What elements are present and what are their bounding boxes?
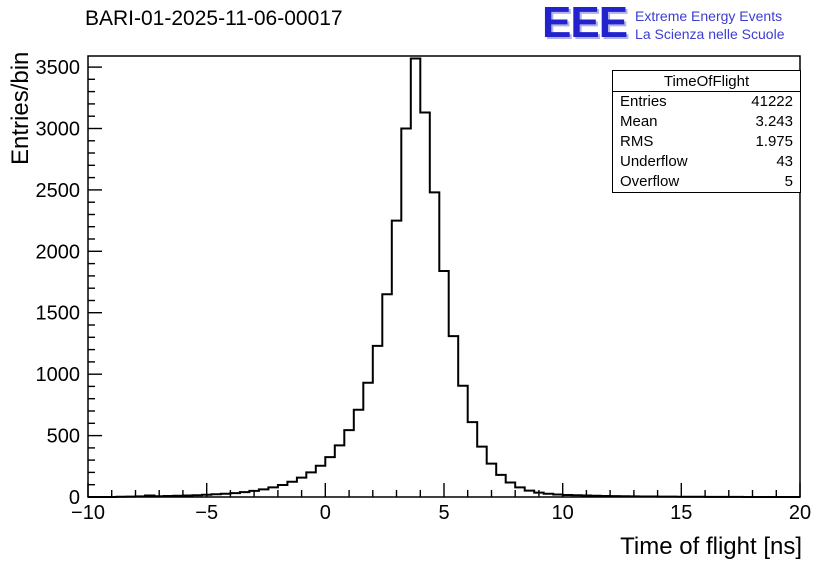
- stat-label: Mean: [620, 113, 658, 130]
- eee-logo-text: Extreme Energy Events La Scienza nelle S…: [635, 2, 784, 43]
- y-tick-label: 1500: [36, 303, 81, 325]
- plot-title: BARI-01-2025-11-06-00017: [85, 7, 343, 30]
- stat-label: Entries: [620, 93, 667, 110]
- x-tick-label: −5: [195, 502, 218, 524]
- stat-value: 43: [776, 153, 793, 170]
- stat-value: 3.243: [755, 113, 793, 130]
- eee-logo-acronym: EEE: [542, 0, 628, 47]
- y-tick-label: 3000: [36, 119, 81, 141]
- y-tick-label: 2000: [36, 241, 81, 263]
- stats-rows: Entries 41222 Mean 3.243 RMS 1.975 Underflow 43…: [613, 92, 800, 192]
- stats-box: TimeOfFlight Entries 41222 Mean 3.243 RMS 1.9…: [612, 70, 801, 193]
- x-tick-label: 10: [552, 502, 574, 524]
- stat-label: Overflow: [620, 173, 680, 190]
- y-tick-label: 0: [69, 487, 80, 509]
- stats-row: Mean 3.243: [613, 112, 800, 132]
- stats-title: TimeOfFlight: [613, 71, 800, 92]
- stat-label: Underflow: [620, 153, 688, 170]
- stats-row: Entries 41222: [613, 92, 800, 112]
- stat-value: 41222: [751, 93, 793, 110]
- eee-logo-line1: Extreme Energy Events: [635, 8, 783, 24]
- x-tick-label: 20: [789, 502, 811, 524]
- x-tick-label: 15: [670, 502, 692, 524]
- x-tick-label: 5: [438, 502, 449, 524]
- y-tick-label: 500: [47, 426, 80, 448]
- stat-value: 1.975: [755, 133, 793, 150]
- eee-logo-line2: La Scienza nelle Scuole: [635, 26, 785, 43]
- x-tick-label: −10: [71, 502, 105, 524]
- y-tick-label: 1000: [36, 364, 81, 386]
- y-tick-label: 3500: [36, 57, 81, 79]
- x-axis-title: Time of flight [ns]: [620, 533, 802, 560]
- x-tick-label: 0: [320, 502, 331, 524]
- stats-row: Overflow 5: [613, 172, 800, 192]
- stat-value: 5: [784, 173, 793, 190]
- y-axis-title: Entries/bin: [7, 52, 34, 165]
- eee-logo: EEE Extreme Energy Events La Scienza nel…: [542, 0, 784, 47]
- stats-row: RMS 1.975: [613, 132, 800, 152]
- stat-label: RMS: [620, 133, 654, 150]
- y-tick-label: 2500: [36, 180, 81, 202]
- stats-row: Underflow 43: [613, 152, 800, 172]
